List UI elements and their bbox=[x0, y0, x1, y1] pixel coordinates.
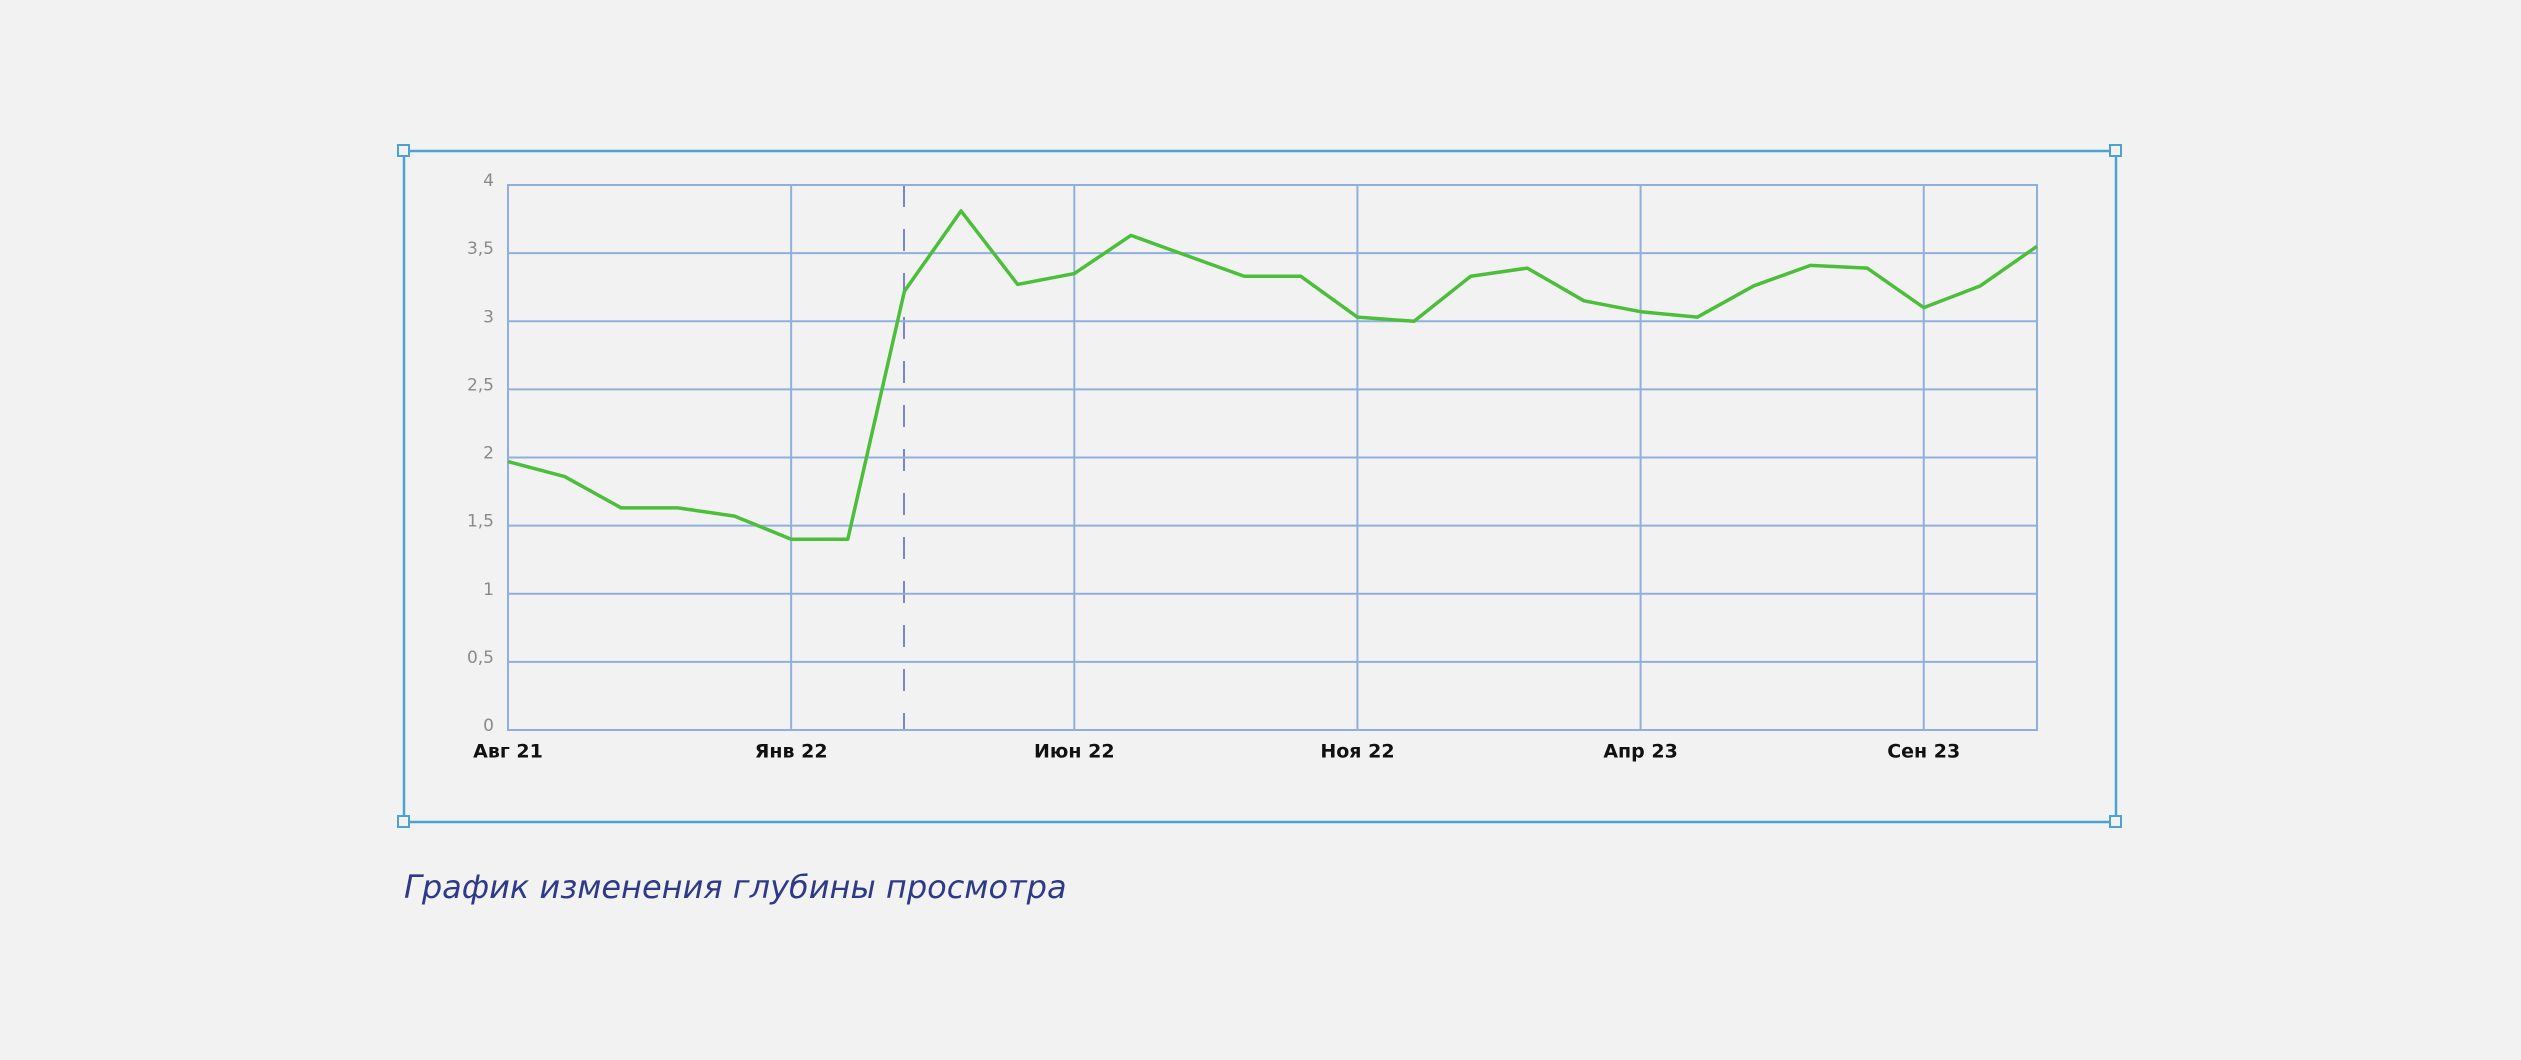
x-tick-label: Авг 21 bbox=[473, 741, 543, 763]
x-tick-label: Сен 23 bbox=[1887, 741, 1960, 763]
y-tick-label: 3 bbox=[483, 307, 494, 327]
x-tick-label: Янв 22 bbox=[755, 741, 828, 763]
y-tick-label: 2 bbox=[483, 444, 494, 464]
y-tick-label: 1 bbox=[483, 580, 494, 600]
x-tick-label: Ноя 22 bbox=[1320, 741, 1394, 763]
frame-handles bbox=[397, 144, 2122, 828]
x-tick-label: Июн 22 bbox=[1034, 741, 1115, 763]
y-tick-label: 2,5 bbox=[467, 375, 494, 395]
y-tick-label: 4 bbox=[483, 171, 494, 191]
chart-title: График изменения глубины просмотра bbox=[404, 868, 1067, 906]
selection-frame bbox=[402, 149, 2118, 824]
x-tick-label: Апр 23 bbox=[1603, 741, 1678, 763]
y-tick-label: 0,5 bbox=[467, 648, 494, 668]
y-tick-label: 3,5 bbox=[467, 239, 494, 259]
y-tick-label: 0 bbox=[483, 716, 494, 736]
data-line bbox=[507, 209, 2039, 541]
y-tick-label: 1,5 bbox=[467, 512, 494, 532]
